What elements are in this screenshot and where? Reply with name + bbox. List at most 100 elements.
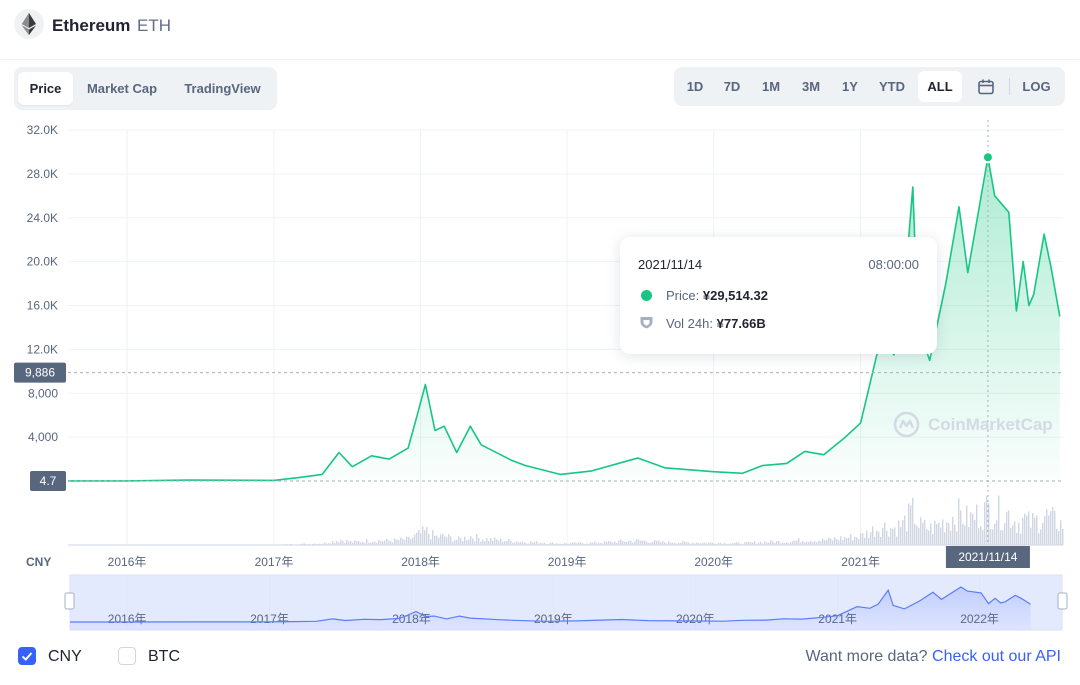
volume-bar (338, 542, 340, 545)
volume-bar (1048, 515, 1050, 545)
volume-bar (984, 502, 986, 545)
volume-bar (994, 523, 996, 545)
volume-bar (682, 541, 684, 545)
volume-bar (790, 542, 792, 545)
volume-bar (900, 526, 902, 545)
volume-bar (1062, 528, 1064, 545)
range-7d[interactable]: 7D (723, 79, 741, 94)
volume-bar (874, 536, 876, 545)
volume-bar (680, 542, 682, 545)
volume-bar (342, 540, 344, 545)
y-tick-label: 28.0K (27, 167, 58, 181)
volume-bar (498, 540, 500, 545)
calendar-icon[interactable] (967, 71, 1004, 102)
volume-bar (906, 531, 908, 545)
volume-bar (566, 543, 568, 545)
volume-bar (444, 536, 446, 545)
range-1y[interactable]: 1Y (842, 79, 858, 94)
volume-bar (528, 543, 530, 545)
volume-bar (886, 530, 888, 545)
navigator-handle-left[interactable] (64, 592, 75, 610)
range-all[interactable]: ALL (918, 71, 962, 102)
price-line (68, 156, 1061, 482)
volume-bar (584, 543, 586, 545)
volume-bar (384, 540, 386, 545)
volume-bar (1054, 510, 1056, 545)
volume-bar (834, 537, 836, 545)
tab-tradingview[interactable]: TradingView (184, 81, 261, 96)
volume-bar (860, 533, 862, 545)
volume-bar (602, 543, 604, 545)
volume-bar (854, 536, 856, 545)
btc-label: BTC (148, 648, 180, 665)
api-prompt-text: Want more data? (805, 648, 928, 665)
volume-bar (500, 538, 502, 545)
range-3m[interactable]: 3M (801, 79, 821, 94)
volume-bar (636, 539, 638, 545)
volume-bar (476, 533, 478, 545)
volume-bar (458, 536, 460, 545)
volume-bar (540, 542, 542, 545)
volume-bar (862, 533, 864, 545)
range-1d[interactable]: 1D (686, 79, 704, 94)
tab-price[interactable]: Price (18, 72, 73, 105)
volume-bar (588, 543, 590, 545)
volume-bar (632, 542, 634, 545)
volume-bar (970, 512, 972, 545)
tab-market-cap[interactable]: Market Cap (86, 81, 158, 96)
volume-bar (388, 540, 390, 545)
volume-bar (764, 541, 766, 545)
volume-bar (424, 530, 426, 545)
volume-bar (952, 516, 954, 545)
volume-bar (656, 540, 658, 545)
volume-bar (378, 540, 380, 545)
api-link[interactable]: Check out our API (932, 648, 1061, 665)
volume-bar (394, 538, 396, 545)
volume-bar (830, 538, 832, 545)
volume-bar (496, 539, 498, 545)
volume-bar (464, 536, 466, 545)
volume-bar (910, 505, 912, 545)
volume-bar (778, 540, 780, 545)
volume-bar (428, 533, 430, 545)
volume-bar (820, 541, 822, 545)
volume-bar (538, 543, 540, 545)
volume-bar (966, 505, 968, 545)
volume-bar (302, 543, 304, 545)
volume-bar (872, 526, 874, 545)
volume-bar (648, 542, 650, 545)
coin-name: Ethereum (52, 16, 131, 35)
cny-checkbox[interactable] (18, 647, 36, 665)
volume-bar (754, 541, 756, 545)
volume-bar (758, 542, 760, 545)
volume-bar (810, 540, 812, 545)
log-scale-toggle[interactable]: LOG (1022, 79, 1051, 94)
range-1m[interactable]: 1M (761, 79, 781, 94)
tooltip-volume-value: ¥77.66B (716, 316, 766, 331)
volume-bar (978, 528, 980, 545)
volume-bar (332, 540, 334, 545)
volume-bar (376, 542, 378, 545)
volume-bar (508, 538, 510, 545)
volume-bar (478, 537, 480, 545)
navigator-handle-right[interactable] (1057, 592, 1068, 610)
btc-checkbox[interactable] (118, 647, 136, 665)
volume-bar (594, 541, 596, 545)
volume-bar (446, 537, 448, 545)
volume-bar (898, 520, 900, 545)
volume-bar (690, 543, 692, 545)
volume-bar (942, 519, 944, 545)
volume-bar (438, 537, 440, 545)
range-ytd[interactable]: YTD (879, 79, 905, 94)
volume-bar (320, 543, 322, 545)
watermark-text: CoinMarketCap (928, 414, 1053, 434)
volume-bar (434, 535, 436, 545)
volume-bar (1038, 533, 1040, 545)
price-area (68, 157, 1060, 481)
volume-bar (416, 532, 418, 545)
volume-bar (426, 527, 428, 545)
volume-bar (934, 520, 936, 545)
volume-bar (664, 542, 666, 545)
current-price-label: 9,886 (25, 366, 55, 380)
